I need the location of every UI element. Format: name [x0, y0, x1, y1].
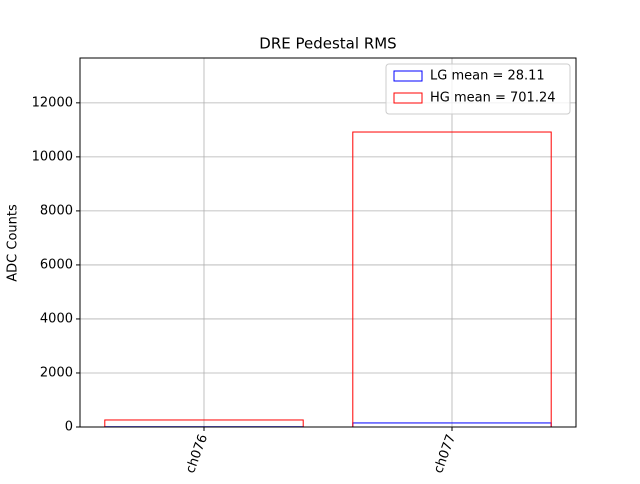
y-tick-label: 0: [65, 420, 73, 435]
chart-title: DRE Pedestal RMS: [259, 35, 396, 53]
y-tick-label: 6000: [40, 257, 73, 272]
y-tick-label: 12000: [32, 95, 73, 110]
y-tick-label: 4000: [40, 311, 73, 326]
x-tick-label: ch076: [183, 432, 211, 475]
y-tick-label: 2000: [40, 365, 73, 380]
y-axis-label: ADC Counts: [6, 204, 21, 282]
y-tick-label: 8000: [40, 203, 73, 218]
x-tick-label: ch077: [431, 432, 459, 475]
legend-label: HG mean = 701.24: [430, 91, 556, 106]
y-tick-label: 10000: [32, 149, 73, 164]
legend-label: LG mean = 28.11: [430, 69, 545, 84]
